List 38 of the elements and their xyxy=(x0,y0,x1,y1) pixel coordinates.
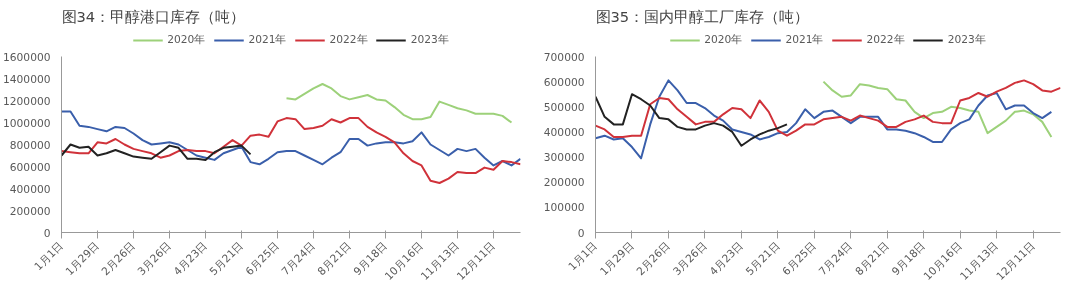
legend-label: 2021年 xyxy=(785,32,824,47)
y-tick-label: 1600000 xyxy=(3,50,51,64)
legend-label: 2023年 xyxy=(947,32,986,47)
y-tick-label: 200000 xyxy=(543,176,585,190)
legend-label: 2022年 xyxy=(866,32,905,47)
chart-title: 图34：甲醇港口库存（吨） xyxy=(61,7,246,25)
chart-title: 图35：国内甲醇工厂库存（吨） xyxy=(595,7,810,25)
y-tick-label: 700000 xyxy=(543,50,585,64)
y-tick-label: 500000 xyxy=(543,100,585,114)
line-series xyxy=(61,143,252,161)
y-tick-label: 400000 xyxy=(9,182,51,196)
legend-label: 2020年 xyxy=(704,32,743,47)
line-series xyxy=(822,80,1053,138)
y-tick-label: 300000 xyxy=(543,151,585,165)
x-tick-label: 1月1日 xyxy=(31,238,67,274)
legend-label: 2023年 xyxy=(410,32,449,47)
legend-label: 2020年 xyxy=(167,32,206,47)
line-series xyxy=(595,79,1061,138)
x-tick-label: 5月21日 xyxy=(206,238,247,279)
line-series xyxy=(595,93,788,147)
y-tick-label: 0 xyxy=(577,226,585,240)
y-tick-label: 1000000 xyxy=(3,116,51,130)
y-tick-label: 0 xyxy=(43,226,51,240)
y-tick-label: 600000 xyxy=(543,75,585,89)
y-tick-label: 400000 xyxy=(543,125,585,139)
y-tick-label: 100000 xyxy=(543,201,585,215)
y-tick-label: 1400000 xyxy=(3,72,51,86)
line-series xyxy=(595,79,1053,160)
y-tick-label: 800000 xyxy=(9,138,51,152)
y-tick-label: 200000 xyxy=(9,204,51,218)
x-tick-label: 3月26日 xyxy=(134,238,175,279)
legend-label: 2022年 xyxy=(329,32,368,47)
y-tick-label: 600000 xyxy=(9,160,51,174)
y-tick-label: 1200000 xyxy=(3,94,51,108)
line-series xyxy=(61,117,521,184)
line-series xyxy=(285,83,513,124)
line-series xyxy=(61,110,521,167)
legend-label: 2021年 xyxy=(248,32,287,47)
